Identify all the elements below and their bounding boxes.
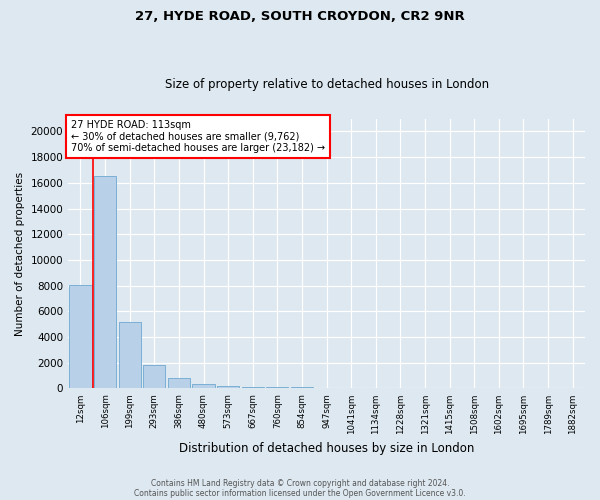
- Bar: [217, 386, 239, 388]
- Bar: [193, 384, 215, 388]
- Text: Contains HM Land Registry data © Crown copyright and database right 2024.: Contains HM Land Registry data © Crown c…: [151, 478, 449, 488]
- Bar: [70, 285, 92, 389]
- Text: Contains public sector information licensed under the Open Government Licence v3: Contains public sector information licen…: [134, 488, 466, 498]
- X-axis label: Distribution of detached houses by size in London: Distribution of detached houses by size …: [179, 442, 474, 455]
- Bar: [143, 366, 166, 388]
- Bar: [94, 176, 116, 388]
- Bar: [242, 386, 264, 388]
- Bar: [168, 378, 190, 388]
- Y-axis label: Number of detached properties: Number of detached properties: [15, 172, 25, 336]
- Bar: [266, 387, 289, 388]
- Bar: [119, 322, 141, 388]
- Bar: [291, 387, 313, 388]
- Text: 27, HYDE ROAD, SOUTH CROYDON, CR2 9NR: 27, HYDE ROAD, SOUTH CROYDON, CR2 9NR: [135, 10, 465, 23]
- Text: 27 HYDE ROAD: 113sqm
← 30% of detached houses are smaller (9,762)
70% of semi-de: 27 HYDE ROAD: 113sqm ← 30% of detached h…: [71, 120, 325, 153]
- Title: Size of property relative to detached houses in London: Size of property relative to detached ho…: [164, 78, 488, 91]
